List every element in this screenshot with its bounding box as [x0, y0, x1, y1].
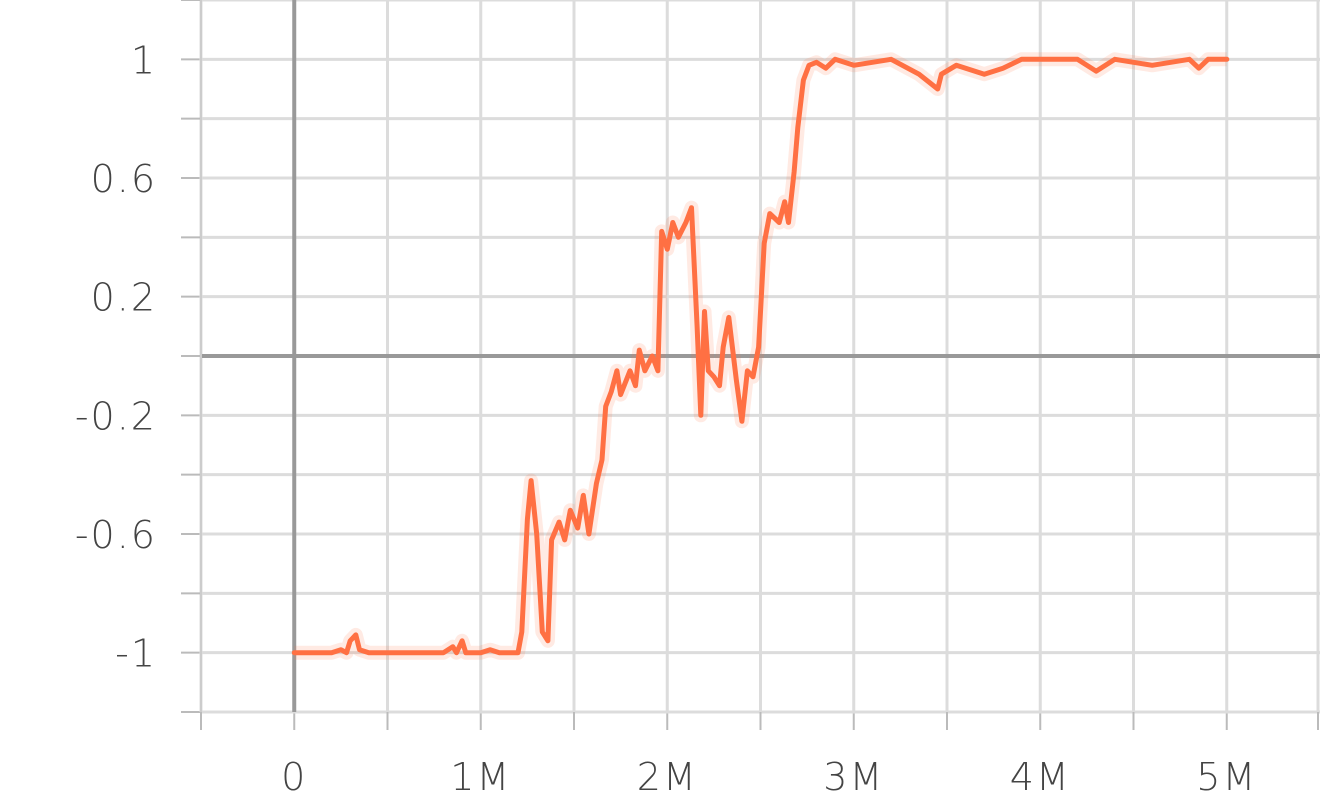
y-tick-label: 1 [131, 38, 157, 82]
y-tick-label: 0.2 [91, 276, 157, 320]
x-tick-label: 1M [450, 755, 511, 799]
x-tick-label: 0 [281, 755, 307, 799]
x-tick-label: 4M [1010, 755, 1071, 799]
y-tick-label: 0.6 [91, 157, 157, 201]
y-tick-label: -0.6 [75, 513, 157, 557]
y-tick-label: -0.2 [75, 394, 157, 438]
x-tick-label: 2M [637, 755, 698, 799]
y-tick-label: -1 [115, 632, 157, 676]
x-tick-label: 5M [1196, 755, 1257, 799]
x-tick-label: 3M [823, 755, 884, 799]
line [291, 56, 1230, 656]
